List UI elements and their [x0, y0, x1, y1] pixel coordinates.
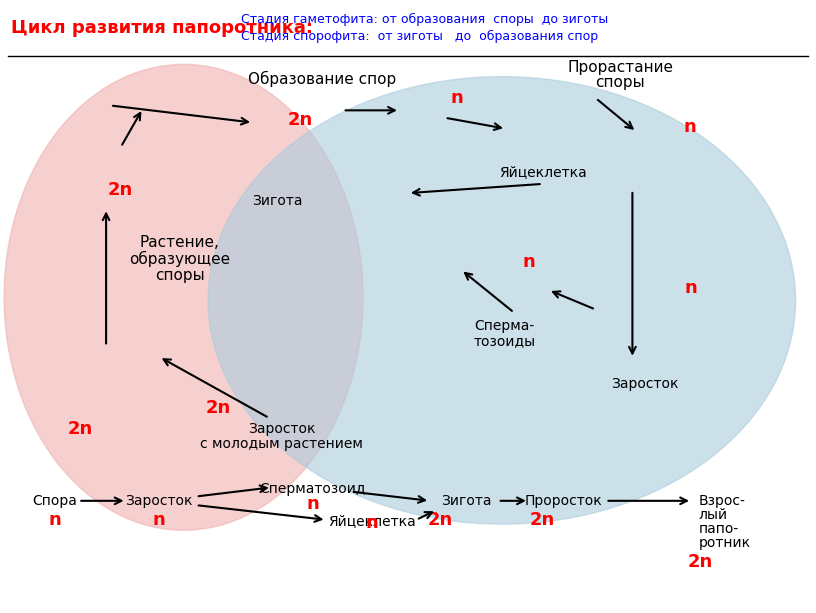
Text: тозоиды: тозоиды — [473, 335, 535, 348]
Text: n: n — [153, 511, 166, 529]
Text: Зигота: Зигота — [441, 494, 492, 508]
Text: Стадия гаметофита: от образования  споры  до зиготы: Стадия гаметофита: от образования споры … — [241, 13, 608, 26]
Text: 2n: 2n — [688, 553, 712, 571]
Text: ротник: ротник — [698, 536, 751, 550]
Text: Сперматозоид: Сперматозоид — [259, 482, 366, 496]
Text: 2n: 2n — [288, 110, 313, 129]
Text: n: n — [48, 511, 61, 529]
Ellipse shape — [4, 64, 363, 530]
Text: Цикл развития папоротника:: Цикл развития папоротника: — [11, 18, 313, 37]
Text: споры: споры — [155, 268, 204, 283]
Text: n: n — [450, 89, 463, 107]
Text: Яйцеклетка: Яйцеклетка — [499, 165, 587, 178]
Text: Образование спор: Образование спор — [248, 71, 397, 87]
Text: Яйцеклетка: Яйцеклетка — [328, 514, 416, 528]
Text: n: n — [685, 279, 698, 297]
Text: Спора: Спора — [33, 494, 77, 508]
Text: лый: лый — [698, 508, 728, 522]
Text: n: n — [683, 118, 696, 136]
Text: Заросток: Заросток — [248, 422, 315, 436]
Ellipse shape — [208, 77, 796, 524]
Text: n: n — [306, 495, 319, 513]
Text: Сперма-: Сперма- — [474, 319, 534, 333]
Text: Проросток: Проросток — [524, 494, 602, 508]
Text: Заросток: Заросток — [126, 494, 193, 508]
Text: 2n: 2n — [530, 511, 555, 529]
Text: образующее: образующее — [129, 251, 230, 267]
Text: Взрос-: Взрос- — [698, 494, 745, 508]
Text: 2n: 2n — [68, 420, 92, 438]
Text: с молодым растением: с молодым растением — [200, 438, 363, 451]
Text: споры: споры — [596, 75, 645, 90]
Text: папо-: папо- — [698, 522, 738, 536]
Text: 2n: 2n — [206, 398, 230, 417]
Text: 2n: 2n — [108, 181, 132, 199]
Text: n: n — [366, 514, 379, 532]
Text: n: n — [522, 253, 535, 271]
Text: Стадия спорофита:  от зиготы   до  образования спор: Стадия спорофита: от зиготы до образован… — [241, 30, 598, 44]
Text: Прорастание: Прорастание — [567, 60, 673, 75]
Text: Заросток: Заросток — [611, 378, 678, 391]
Text: Зигота: Зигота — [252, 194, 303, 208]
Text: Растение,: Растение, — [140, 235, 220, 249]
Text: 2n: 2n — [428, 511, 453, 529]
